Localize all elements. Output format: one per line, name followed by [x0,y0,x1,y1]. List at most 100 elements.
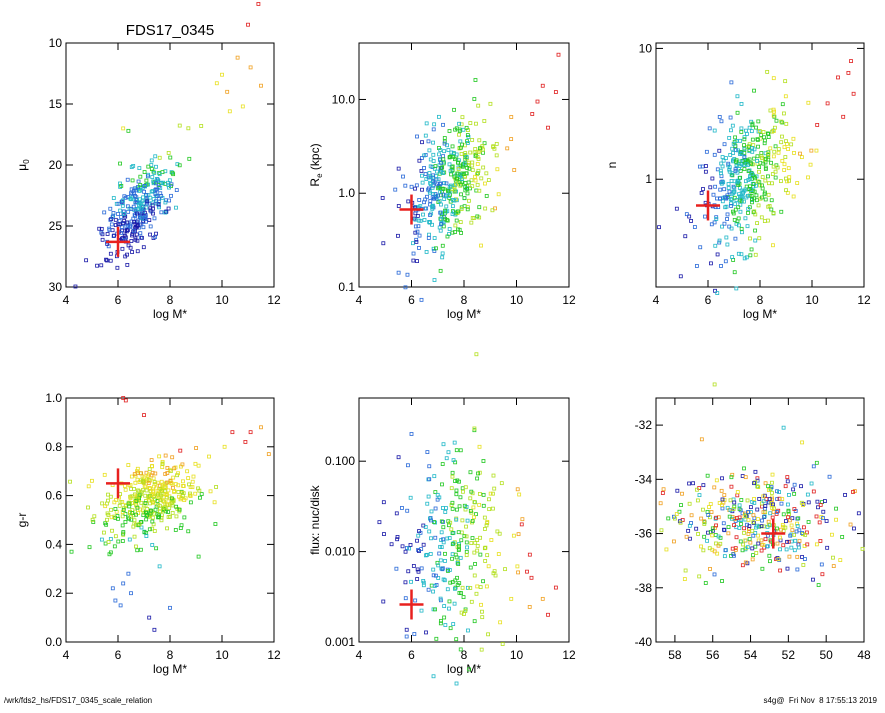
data-point [529,575,534,580]
data-point [745,545,750,550]
data-point [484,194,489,198]
data-point [440,187,445,191]
data-point [481,579,485,584]
data-point [796,542,801,547]
data-point [444,181,449,186]
data-point [777,558,782,562]
data-point [430,222,434,227]
data-point [148,195,153,200]
data-point [439,221,444,226]
data-point [468,496,473,501]
data-point [468,470,473,475]
data-point [791,487,796,492]
data-point [155,512,160,517]
data-point [419,547,424,551]
data-point [450,506,455,511]
data-point [125,220,129,225]
data-point [437,198,442,203]
data-point [454,152,459,157]
data-point [459,177,464,181]
data-point [109,507,113,512]
data-point [115,265,120,270]
data-point [412,632,417,636]
data-point [439,566,444,571]
data-point [762,514,767,519]
data-point [124,224,129,229]
data-point [168,469,173,473]
data-point [99,263,104,268]
data-point [467,198,471,203]
data-point [475,538,480,543]
data-point [747,524,752,529]
data-point [452,174,457,179]
data-point [722,142,727,147]
data-point [806,520,811,524]
data-point [136,218,140,223]
data-point [738,194,742,199]
data-point [259,425,263,430]
data-point [152,171,157,175]
data-point [718,187,723,192]
data-point [411,564,416,568]
data-point [118,208,123,213]
data-point [464,534,469,539]
data-point [727,189,732,194]
data-point [725,217,729,221]
data-point [785,479,790,484]
data-point [208,489,213,494]
data-point [158,487,163,491]
data-point [482,546,487,551]
data-point [408,543,413,547]
data-point [141,225,146,230]
data-point [481,503,486,508]
data-point [519,522,524,527]
data-point [413,224,418,229]
data-point [511,533,516,538]
data-point [750,149,755,154]
data-point [761,494,766,499]
data-point [733,236,738,241]
data-point [152,529,157,533]
data-point [396,166,401,171]
data-point [776,147,781,151]
data-point [174,188,179,192]
data-point [757,165,762,170]
data-point [721,521,726,526]
data-point [771,113,776,118]
data-point [441,224,446,229]
data-point [793,538,798,543]
x-tick-label: 6 [705,293,712,307]
data-point [720,199,725,204]
data-point [437,152,441,157]
data-point [431,152,436,157]
data-point [824,519,829,523]
data-point [493,573,498,578]
x-tick-label: 8 [461,648,468,662]
data-point [451,541,456,546]
data-point [727,224,732,229]
data-point [729,475,734,480]
data-point [750,171,755,176]
data-point [450,500,455,505]
data-point [468,509,473,513]
data-point [751,513,756,518]
data-point [711,192,716,197]
data-point [483,559,488,563]
data-point [766,484,770,489]
data-point [720,179,725,184]
data-point [814,542,819,547]
data-point [465,191,470,196]
data-point [138,231,143,236]
data-point [460,115,465,120]
data-point [763,165,768,170]
data-point [135,548,140,553]
data-point [433,506,438,511]
data-point [755,158,760,163]
data-point [786,147,790,151]
data-point [135,477,140,482]
data-point [797,528,802,533]
data-point [771,107,776,112]
data-point [117,222,122,227]
data-point [856,511,861,516]
data-point [159,488,164,493]
